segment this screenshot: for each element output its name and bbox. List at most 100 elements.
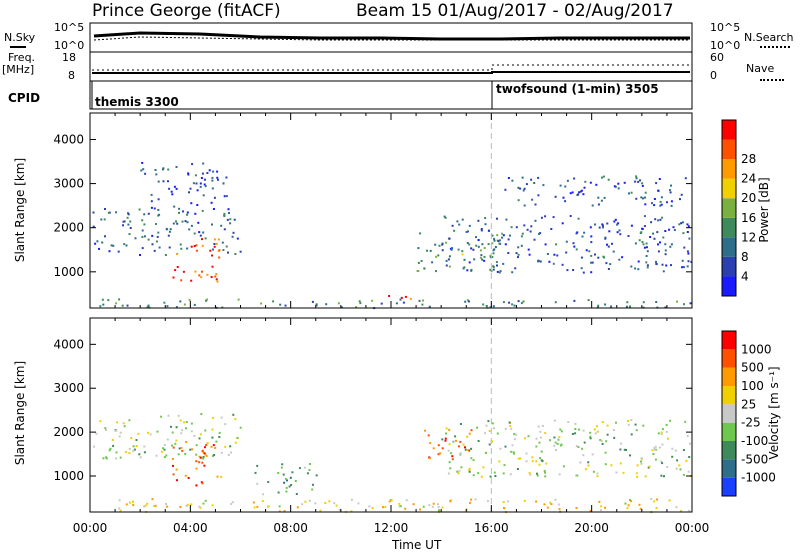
range-time-cell: [467, 230, 469, 233]
range-time-cell: [483, 255, 486, 258]
range-time-cell: [163, 456, 166, 459]
range-time-cell: [490, 270, 493, 273]
range-time-cell: [470, 498, 473, 501]
range-time-cell: [220, 475, 223, 478]
range-time-cell: [192, 182, 195, 185]
range-time-cell: [143, 451, 146, 454]
range-time-cell: [204, 178, 206, 181]
range-time-cell: [371, 299, 374, 302]
range-time-cell: [127, 213, 130, 216]
range-time-cell: [504, 445, 507, 448]
range-time-cell: [657, 189, 660, 192]
range-time-cell: [609, 263, 612, 266]
range-time-cell: [597, 196, 600, 199]
range-time-cell: [533, 238, 536, 241]
range-time-cell: [682, 473, 685, 476]
range-time-cell: [220, 451, 223, 454]
range-time-cell: [225, 176, 228, 179]
range-time-cell: [419, 508, 421, 511]
range-time-cell: [678, 223, 681, 226]
range-time-cell: [581, 235, 584, 238]
range-time-cell: [429, 442, 432, 445]
range-time-cell: [503, 464, 506, 467]
range-time-cell: [350, 510, 353, 513]
range-time-cell: [132, 449, 135, 452]
range-time-cell: [687, 225, 690, 228]
range-time-cell: [281, 463, 284, 466]
range-time-cell: [661, 428, 664, 431]
range-time-cell: [668, 499, 671, 502]
x-tick-label: 08:00: [273, 521, 308, 535]
range-time-cell: [574, 422, 577, 425]
range-time-cell: [640, 460, 642, 463]
range-time-cell: [491, 242, 494, 245]
range-time-cell: [546, 506, 549, 509]
range-time-cell: [472, 248, 475, 251]
range-time-cell: [193, 232, 196, 235]
range-time-cell: [629, 499, 631, 501]
cpid-panel: [89, 80, 693, 110]
range-time-cell: [489, 254, 492, 257]
range-time-cell: [421, 303, 424, 306]
range-time-cell: [498, 460, 501, 463]
range-time-cell: [590, 271, 593, 274]
range-time-cell: [225, 245, 228, 248]
range-time-cell: [541, 424, 544, 427]
range-time-cell: [239, 426, 242, 429]
range-time-cell: [225, 195, 228, 198]
range-time-cell: [548, 260, 551, 263]
range-time-cell: [595, 183, 598, 186]
range-time-cell: [564, 185, 567, 188]
range-time-cell: [622, 471, 625, 474]
colorbar-tick-label: 100: [741, 379, 764, 393]
range-time-cell: [125, 244, 128, 247]
nsky-tick-high: 10^5: [54, 21, 85, 34]
range-time-cell: [589, 437, 592, 440]
range-time-cell: [190, 245, 193, 248]
range-time-cell: [155, 454, 158, 457]
colorbar-segment: [722, 198, 736, 218]
colorbar-tick-label: -100: [741, 434, 768, 448]
range-time-cell: [228, 212, 230, 214]
range-time-cell: [495, 261, 498, 263]
range-time-cell: [218, 431, 221, 434]
range-time-cell: [158, 213, 161, 216]
range-time-cell: [612, 250, 615, 253]
range-time-cell: [227, 208, 230, 211]
range-time-cell: [448, 265, 451, 268]
range-time-cell: [128, 233, 131, 235]
range-time-cell: [312, 483, 314, 486]
range-time-cell: [499, 270, 502, 273]
range-time-cell: [490, 440, 493, 443]
range-time-cell: [509, 425, 512, 428]
range-time-cell: [653, 448, 656, 451]
range-time-cell: [670, 204, 673, 207]
range-time-cell: [555, 243, 558, 246]
range-time-cell: [186, 503, 189, 506]
range-time-cell: [232, 231, 235, 234]
range-time-cell: [596, 430, 599, 433]
range-time-cell: [438, 509, 440, 512]
range-time-cell: [492, 268, 495, 271]
range-time-cell: [204, 446, 206, 449]
range-time-cell: [662, 236, 665, 239]
range-time-cell: [185, 504, 188, 507]
range-time-cell: [390, 499, 393, 502]
range-time-cell: [166, 438, 169, 441]
nsearch-legend-line: [760, 46, 790, 48]
range-time-cell: [156, 430, 159, 433]
range-time-cell: [457, 445, 460, 448]
range-time-cell: [459, 440, 462, 443]
range-time-cell: [294, 480, 297, 482]
range-time-cell: [655, 262, 658, 265]
range-time-cell: [655, 301, 658, 303]
range-time-cell: [485, 424, 488, 427]
colorbar-tick-label: 25: [741, 397, 756, 411]
range-time-cell: [195, 453, 198, 456]
range-time-cell: [150, 193, 153, 196]
range-time-cell: [231, 501, 234, 504]
range-time-cell: [171, 431, 174, 434]
range-time-cell: [468, 224, 471, 227]
range-time-cell: [614, 185, 617, 188]
range-time-cell: [422, 299, 424, 302]
